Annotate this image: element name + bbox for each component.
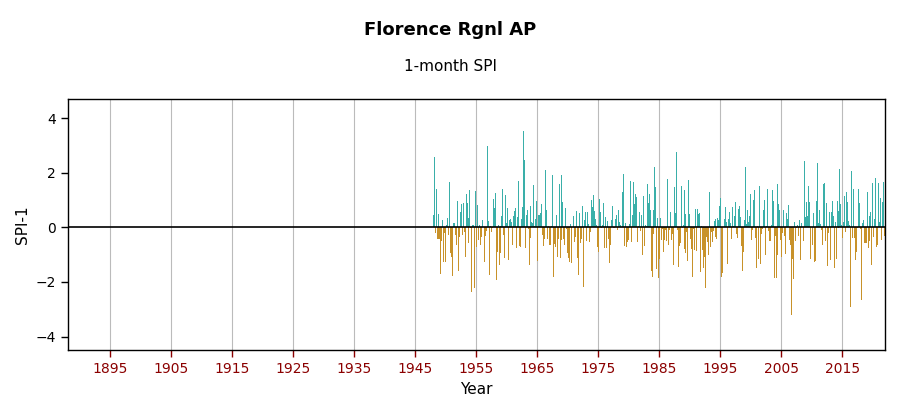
Y-axis label: SPI-1: SPI-1 — [15, 205, 30, 244]
X-axis label: Year: Year — [460, 382, 492, 396]
Text: 1-month SPI: 1-month SPI — [403, 59, 497, 74]
Text: Florence Rgnl AP: Florence Rgnl AP — [364, 21, 536, 39]
